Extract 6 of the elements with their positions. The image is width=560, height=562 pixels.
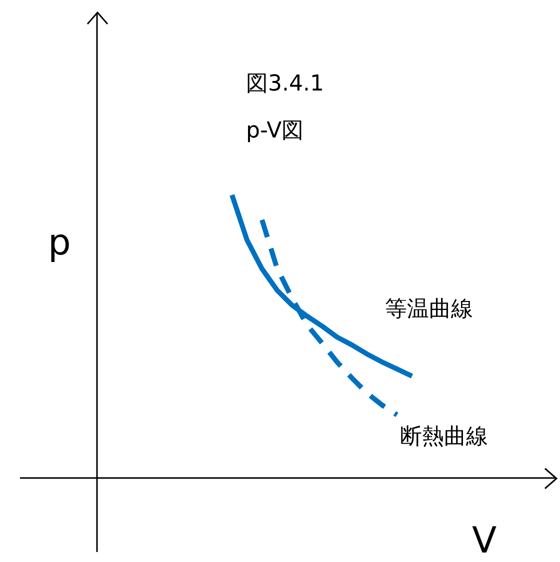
y-axis-title: p (48, 222, 71, 264)
chart-title: 図3.4.1 (246, 72, 324, 97)
chart-subtitle: p-V図 (246, 118, 304, 144)
x-axis-title: V (472, 520, 497, 562)
series-label: 断熱曲線 (400, 424, 488, 450)
series-label: 等温曲線 (385, 296, 473, 322)
